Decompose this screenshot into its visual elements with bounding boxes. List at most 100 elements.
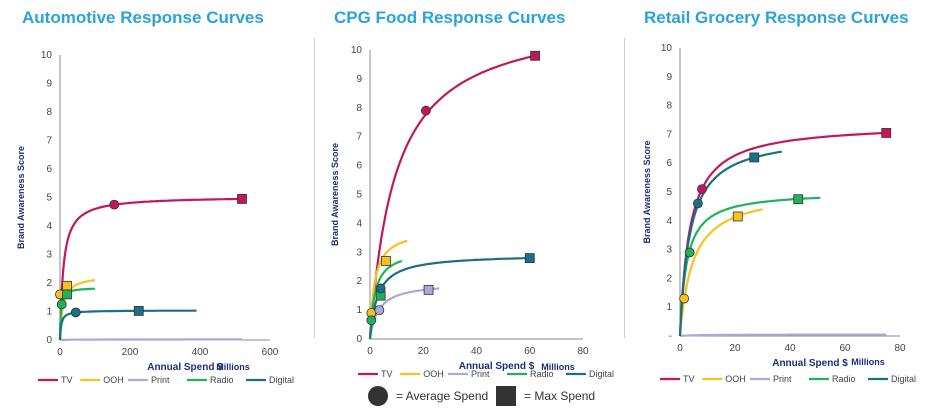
max-marker-digital (133, 306, 144, 316)
chart-title-cpg-food: CPG Food Response Curves (334, 8, 566, 27)
legend-label-radio: Radio (530, 369, 554, 379)
y-tick-label: 9 (46, 79, 52, 90)
x-tick-label: 200 (122, 347, 139, 358)
y-tick-label: 7 (356, 132, 362, 143)
y-tick-label: 10 (351, 45, 363, 56)
series-line-digital (58, 309, 197, 341)
max-marker-print (423, 284, 434, 295)
max-marker-tv (237, 194, 247, 204)
y-tick-label: - (669, 331, 672, 342)
avg-marker-digital (692, 198, 703, 209)
y-tick-label: 0 (46, 335, 52, 346)
x-tick-label: 60 (524, 346, 536, 357)
max-marker-radio (62, 289, 72, 300)
max-marker-icon (496, 386, 516, 406)
series-line-digital (368, 257, 530, 340)
max-marker-digital (749, 152, 760, 163)
legend-label-digital: Digital (269, 375, 294, 385)
chart-panel-cpg-food: CPG Food Response Curves 0 1 2 3 4 5 6 7 8 9 10 0 20… (320, 0, 620, 415)
max-marker-ooh (381, 256, 391, 266)
average-marker-icon (368, 386, 388, 406)
chart-title-automotive: Automotive Response Curves (22, 8, 264, 27)
series-line-print (679, 333, 887, 338)
units-label: Millions (851, 357, 885, 367)
legend-label-tv: TV (61, 375, 73, 385)
chart-panel-automotive: Automotive Response Curves 0 1 2 3 4 5 6 7 8 9 10 0… (0, 0, 310, 415)
x-tick-label: 60 (839, 343, 851, 354)
max-marker-digital (524, 253, 535, 263)
y-tick-label: 10 (41, 50, 53, 61)
y-tick-label: 1 (666, 302, 672, 313)
legend-label-print: Print (773, 374, 792, 384)
max-marker-ooh (732, 211, 743, 222)
avg-marker-tv (109, 199, 120, 210)
units-label: Millions (216, 362, 250, 372)
y-tick-label: 3 (46, 250, 52, 261)
y-tick-label: 2 (666, 273, 672, 284)
avg-marker-radio (684, 247, 695, 258)
y-tick-label: 9 (666, 72, 672, 83)
max-key-label: = Max Spend (524, 389, 596, 403)
legend-label-radio: Radio (832, 374, 856, 384)
avg-marker-digital (375, 283, 386, 294)
x-tick-label: 40 (784, 343, 796, 354)
legend-label-radio: Radio (210, 375, 234, 385)
x-tick-label: 80 (577, 346, 589, 357)
chart-retail-grocery: - 1 2 3 4 5 6 7 8 9 10 0 20 40 60 80 Brand Awareness Sco… (642, 43, 916, 384)
average-key-label: = Average Spend (396, 389, 489, 403)
chart-panel-retail-grocery: Retail Grocery Response Curves - 1 2 3 4 5 6 7 8… (630, 0, 930, 415)
y-tick-label: 4 (46, 221, 52, 232)
max-marker-tv (530, 50, 540, 61)
units-label: Millions (541, 362, 575, 372)
avg-marker-print (374, 305, 385, 316)
legend-label-print: Print (471, 369, 490, 379)
panel-divider-1 (314, 38, 315, 338)
y-tick-label: 7 (46, 136, 52, 147)
y-axis-label: Brand Awareness Score (642, 140, 652, 243)
avg-marker-ooh (679, 293, 690, 304)
y-tick-label: 5 (356, 190, 362, 201)
y-tick-label: 8 (666, 101, 672, 112)
y-tick-label: 8 (356, 103, 362, 114)
y-tick-label: 6 (46, 164, 52, 175)
series-line-digital (678, 150, 782, 337)
marker-key-max: = Max Spend (496, 386, 595, 406)
legend-label-digital: Digital (891, 374, 916, 384)
max-marker-ooh (62, 280, 72, 291)
y-tick-label: 5 (46, 193, 52, 204)
y-tick-label: 10 (661, 43, 673, 54)
series-line-tv (678, 131, 887, 337)
x-axis-label: Annual Spend $ (147, 362, 223, 373)
y-tick-label: 1 (46, 307, 52, 318)
x-tick-label: 80 (894, 343, 906, 354)
x-axis-label: Annual Spend $ (772, 358, 848, 369)
x-tick-label: 20 (418, 346, 430, 357)
y-tick-label: 2 (46, 278, 52, 289)
y-tick-label: 7 (666, 129, 672, 140)
panel-divider-2 (624, 38, 625, 338)
series-line-tv (368, 54, 536, 340)
series-line-print (60, 338, 242, 342)
x-axis-label: Annual Spend $ (459, 361, 535, 372)
avg-marker-digital (70, 307, 81, 318)
legend-label-ooh: OOH (423, 369, 444, 379)
y-tick-label: 9 (356, 74, 362, 85)
x-tick-label: 20 (729, 343, 741, 354)
legend-label-ooh: OOH (725, 374, 746, 384)
max-marker-radio (793, 194, 804, 205)
x-tick-label: 0 (367, 346, 373, 357)
max-marker-tv (881, 128, 892, 138)
y-axis-label: Brand Awareness Score (16, 146, 26, 249)
x-tick-label: 600 (262, 347, 279, 358)
y-tick-label: 6 (356, 161, 362, 172)
y-axis-label: Brand Awareness Score (330, 143, 340, 246)
y-tick-label: 5 (666, 187, 672, 198)
marker-key-average: = Average Spend (368, 386, 488, 406)
x-tick-label: 0 (57, 347, 63, 358)
avg-marker-radio (56, 299, 67, 310)
avg-marker-tv (697, 184, 707, 195)
y-tick-label: 3 (356, 247, 362, 258)
legend-label-digital: Digital (589, 369, 614, 379)
y-tick-label: 3 (666, 245, 672, 256)
y-tick-label: 6 (666, 158, 672, 169)
